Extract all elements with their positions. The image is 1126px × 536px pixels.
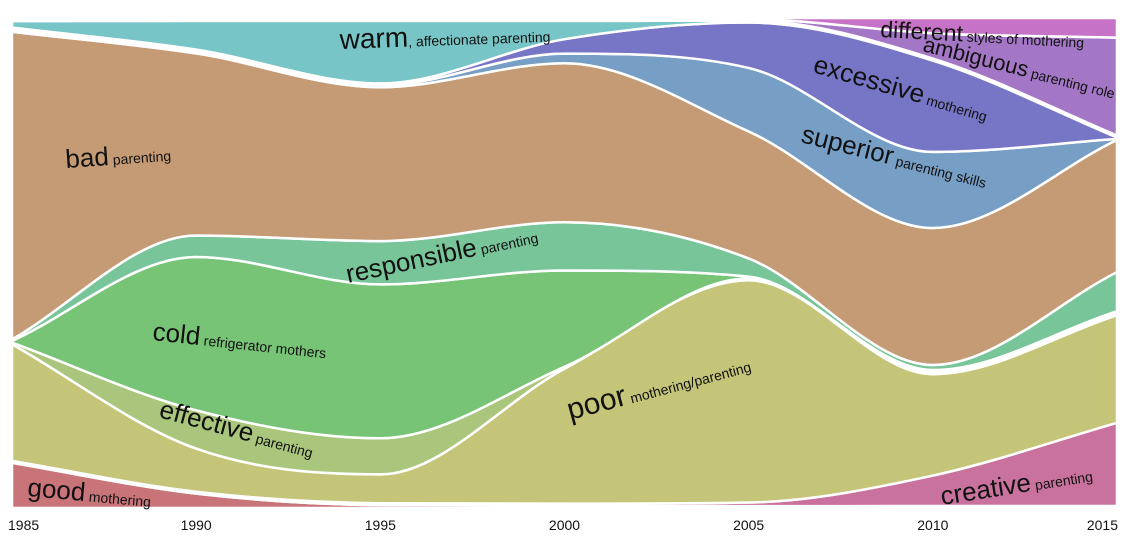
label-good: good mothering	[26, 472, 152, 513]
label-good-word: good	[26, 472, 86, 507]
x-tick-label: 2015	[1087, 517, 1118, 533]
stream-layers	[10, 16, 1119, 510]
x-tick-label: 2010	[917, 517, 948, 533]
label-different: different styles of mothering	[880, 16, 1085, 53]
label-good-phrase: mothering	[84, 488, 151, 510]
label-different-word: different	[880, 16, 965, 46]
label-warm-phrase: , affectionate parenting	[408, 29, 551, 50]
label-bad: bad parenting	[64, 137, 172, 174]
label-bad-word: bad	[64, 141, 109, 174]
x-tick-label: 2000	[549, 517, 580, 533]
x-tick-label: 2005	[733, 517, 764, 533]
label-different-phrase: styles of mothering	[962, 28, 1084, 50]
stream-different	[10, 16, 1119, 39]
x-axis: 1985 1990 1995 2000 2005 2010 2015	[8, 517, 1118, 533]
x-tick-label: 1995	[365, 517, 396, 533]
label-cold-word: cold	[151, 316, 202, 351]
x-tick-label: 1990	[181, 517, 212, 533]
label-warm-word: warm	[338, 22, 408, 55]
label-warm: warm, affectionate parenting	[338, 17, 551, 55]
label-bad-phrase: parenting	[108, 148, 171, 168]
x-tick-label: 1985	[8, 517, 39, 533]
